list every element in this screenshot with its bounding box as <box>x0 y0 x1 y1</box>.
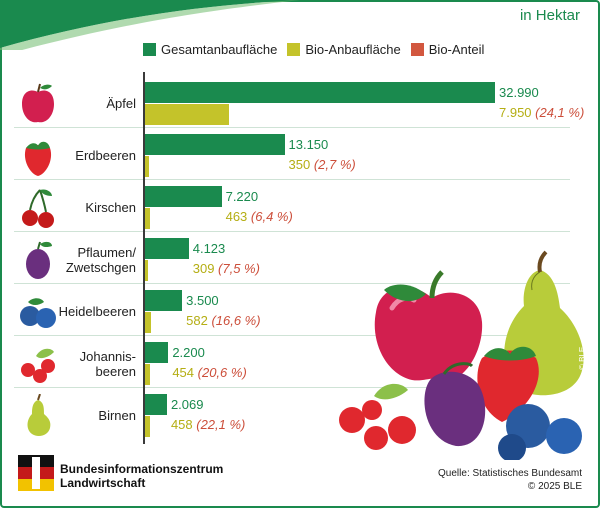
bzl-logo-icon <box>18 455 54 491</box>
fruit-icon <box>24 141 52 176</box>
category-label: Johannis-beeren <box>79 349 136 379</box>
category-3: Pflaumen/Zwetschgen <box>14 236 142 284</box>
legend-label-bio: Bio-Anbaufläche <box>305 42 401 57</box>
value-share: (20,6 %) <box>197 365 247 380</box>
category-label: Erdbeeren <box>75 148 136 163</box>
value-share: (6,4 %) <box>250 209 293 224</box>
organization-line-2: Landwirtschaft <box>60 476 146 490</box>
fruit-icon <box>21 348 55 383</box>
category-1: Erdbeeren <box>14 132 142 180</box>
category-label: Kirschen <box>85 200 136 215</box>
legend-swatch-total <box>143 43 156 56</box>
source-text: Quelle: Statistisches Bundesamt <box>438 468 582 479</box>
value-share: (22,1 %) <box>196 417 246 432</box>
category-label: Birnen <box>98 408 136 423</box>
value-total: 3.500 <box>186 293 219 308</box>
value-share: (2,7 %) <box>313 157 356 172</box>
value-bio: 458 (22,1 %) <box>170 417 246 432</box>
row-separator <box>14 231 570 232</box>
bar-total <box>145 238 189 259</box>
fruit-icon <box>20 298 56 328</box>
category-5: Johannis-beeren <box>14 340 142 388</box>
fruit-illustration <box>339 250 584 460</box>
bar-bio <box>145 260 149 281</box>
bar-bio <box>145 156 149 177</box>
bar-total <box>145 290 183 311</box>
legend-swatch-share <box>410 43 424 56</box>
value-share: (16,6 %) <box>211 313 261 328</box>
copyright-text: © 2025 BLE <box>527 481 582 492</box>
value-bio: 454 (20,6 %) <box>172 365 247 380</box>
bar-total <box>145 134 285 155</box>
legend-item-total: Gesamtanbaufläche <box>143 42 277 57</box>
category-label: Äpfel <box>106 96 136 111</box>
legend-label-total: Gesamtanbaufläche <box>161 42 278 57</box>
value-bio: 350 (2,7 %) <box>288 157 356 172</box>
bar-bio <box>145 312 152 333</box>
legend-label-share: Bio-Anteil <box>428 42 485 57</box>
bar-bio <box>145 416 150 437</box>
organization-name: Bundesinformationszentrum Landwirtschaft <box>60 462 223 490</box>
value-bio: 582 (16,6 %) <box>186 313 261 328</box>
row-separator <box>14 335 570 336</box>
unit-label: in Hektar <box>519 7 580 24</box>
value-share: (24,1 %) <box>535 105 585 120</box>
value-total: 2.200 <box>172 345 205 360</box>
header-swoosh <box>0 0 300 50</box>
source-note: Quelle: Statistisches Bundesamt © 2025 B… <box>438 467 582 493</box>
value-share: (7,5 %) <box>218 261 260 276</box>
fruit-icon <box>22 189 54 228</box>
legend-item-share: Bio-Anteil <box>410 42 485 57</box>
fruit-icon <box>27 394 51 436</box>
category-4: Heidelbeeren <box>14 288 142 336</box>
bar-total <box>145 394 167 415</box>
image-credit: © BLE <box>578 346 587 370</box>
fruit-icon <box>22 83 54 123</box>
value-bio: 463 (6,4 %) <box>225 209 293 224</box>
value-total: 7.220 <box>225 189 259 204</box>
value-bio: 309 (7,5 %) <box>192 261 260 276</box>
value-total: 2.069 <box>170 397 204 412</box>
bar-total <box>145 82 495 103</box>
row-separator <box>14 179 570 180</box>
value-total: 32.990 <box>499 85 539 100</box>
bar-bio <box>145 208 150 229</box>
category-label: Pflaumen/Zwetschgen <box>65 245 136 275</box>
fruit-icon <box>26 241 52 279</box>
value-bio: 7.950 (24,1 %) <box>499 105 585 120</box>
bar-total <box>145 342 169 363</box>
legend: Gesamtanbaufläche Bio-Anbaufläche Bio-An… <box>143 42 484 57</box>
category-6: Birnen <box>14 392 142 440</box>
value-total: 13.150 <box>288 137 329 152</box>
row-separator <box>14 387 570 388</box>
bar-total <box>145 186 222 207</box>
chart-axis-line <box>143 72 145 444</box>
organization-line-1: Bundesinformationszentrum <box>60 462 224 476</box>
row-separator <box>14 283 570 284</box>
value-total: 4.123 <box>192 241 226 256</box>
legend-swatch-bio <box>287 43 301 56</box>
legend-item-bio: Bio-Anbaufläche <box>287 42 401 57</box>
row-separator <box>14 127 570 128</box>
bar-bio <box>145 364 150 385</box>
category-0: Äpfel <box>14 80 142 128</box>
bar-bio <box>145 104 230 125</box>
category-label: Heidelbeeren <box>58 304 136 319</box>
category-2: Kirschen <box>14 184 142 232</box>
